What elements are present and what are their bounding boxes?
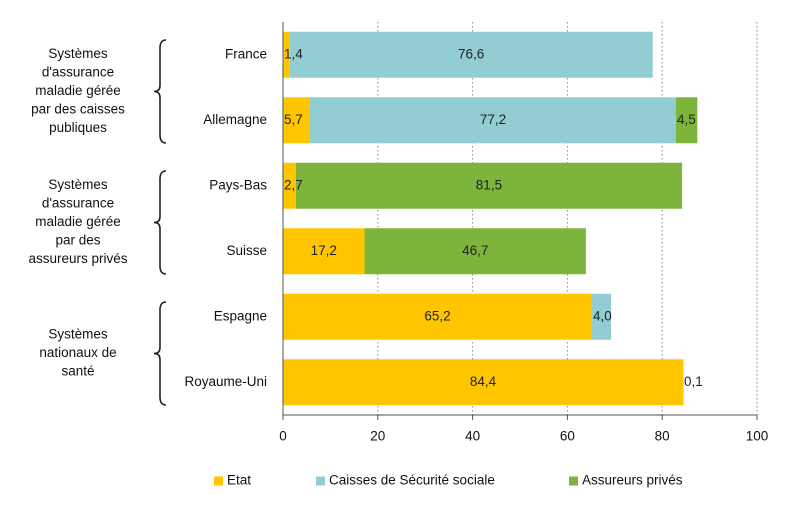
legend: Etat Caisses de Sécurité sociale Assureurs…: [214, 473, 683, 488]
data-label: 81,5: [476, 177, 502, 192]
bar-segment: [289, 31, 653, 78]
bar-segment: [283, 31, 290, 78]
data-label: 17,2: [311, 243, 337, 258]
category-labels: France Allemagne Pays-Bas Suisse Espagne Roya…: [184, 46, 267, 389]
data-label: 2,7: [284, 177, 303, 192]
data-label: 4,0: [593, 308, 612, 323]
category-label: Royaume-Uni: [184, 374, 267, 389]
bar-segment: [283, 359, 684, 406]
category-label: Allemagne: [203, 112, 267, 127]
x-axis: 0 20 40 60 80 100: [279, 22, 768, 444]
bar-segment: [283, 162, 296, 209]
data-label: 5,7: [284, 112, 303, 127]
data-label: 46,7: [462, 243, 488, 258]
group-label-line: d'assurance: [42, 196, 114, 211]
group-labels: Systèmes d'assurance maladie gérée par des …: [28, 39, 167, 406]
bar-segment: [283, 228, 365, 275]
group-label-line: publiques: [49, 120, 107, 135]
group-label-line: Systèmes: [48, 177, 108, 192]
legend-label: Etat: [227, 473, 251, 488]
legend-label: Caisses de Sécurité sociale: [329, 473, 495, 488]
legend-label: Assureurs privés: [582, 473, 683, 488]
group-label-line: Systèmes: [48, 46, 108, 61]
grid-lines: [377, 22, 758, 415]
group-label-line: maladie gérée: [35, 214, 121, 229]
bar-segment: [683, 359, 684, 406]
legend-swatch: [214, 476, 223, 486]
bar-segment: [592, 293, 612, 340]
data-label: 65,2: [424, 308, 450, 323]
category-label: Suisse: [226, 243, 267, 258]
group-brace: [153, 39, 167, 144]
bar-segment: [295, 162, 683, 209]
data-label: 84,4: [470, 374, 497, 389]
group-brace: [153, 170, 167, 275]
category-label: Pays-Bas: [209, 177, 267, 192]
group-brace: [153, 301, 167, 406]
group-label-line: nationaux de: [39, 345, 116, 360]
group-label-line: par des: [55, 233, 100, 248]
category-label: France: [225, 46, 267, 61]
legend-swatch: [316, 476, 325, 486]
bar-segment: [310, 97, 676, 144]
value-labels: 1,4 76,6 5,7 77,2 4,5 2,7 81,5 17,2 46,7 65,2 4,0 8…: [284, 46, 703, 389]
x-tick-label: 40: [465, 429, 480, 444]
bar-segment: [364, 228, 586, 275]
data-label: 0,1: [684, 374, 703, 389]
group-label-line: santé: [61, 364, 94, 379]
x-tick-label: 100: [746, 429, 769, 444]
data-label: 77,2: [480, 112, 506, 127]
legend-swatch: [569, 476, 578, 486]
bar-segment: [675, 97, 698, 144]
x-tick-label: 80: [655, 429, 670, 444]
bar-segment: [283, 97, 311, 144]
group-label-line: Systèmes: [48, 327, 108, 342]
x-tick-label: 60: [560, 429, 575, 444]
group-label-line: assureurs privés: [28, 251, 127, 266]
data-label: 1,4: [284, 46, 303, 61]
data-label: 4,5: [677, 112, 696, 127]
x-tick-label: 20: [370, 429, 385, 444]
group-label-line: par des caisses: [31, 102, 125, 117]
data-label: 76,6: [458, 46, 484, 61]
category-label: Espagne: [214, 308, 267, 323]
group-label-line: d'assurance: [42, 65, 114, 80]
group-label-line: maladie gérée: [35, 83, 121, 98]
x-tick-label: 0: [279, 429, 287, 444]
bar-segment: [283, 293, 593, 340]
bars: [283, 31, 698, 406]
